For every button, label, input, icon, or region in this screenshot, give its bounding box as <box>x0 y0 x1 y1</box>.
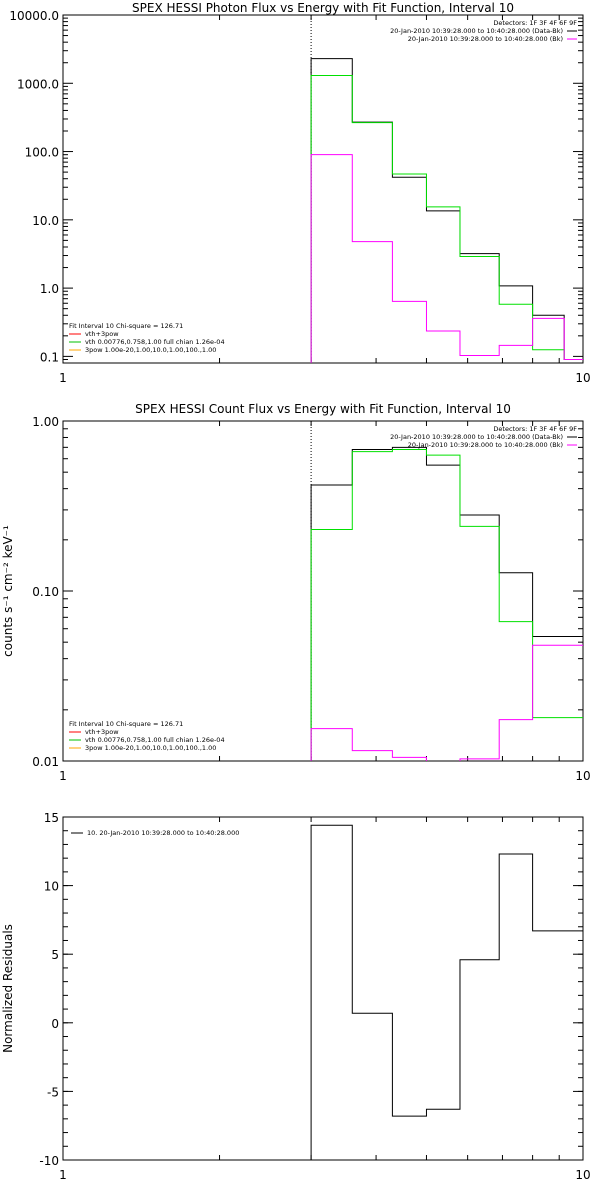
y-axis-label: Normalized Residuals <box>1 924 15 1053</box>
x-tick-label: 1 <box>59 1168 67 1182</box>
plot-frame <box>62 420 584 762</box>
legend-entry: vth+3pow <box>85 330 119 338</box>
legend-header: Detectors: 1F 3F 4F 6F 9F <box>493 19 577 27</box>
y-tick-label: 15 <box>44 811 59 825</box>
legend-entry: 20-Jan-2010 10:39:28.000 to 10:40:28.000… <box>390 433 563 441</box>
y-tick-label: 1.00 <box>32 415 59 429</box>
y-tick-label: 10.0 <box>32 214 59 228</box>
y-tick-label: -10 <box>39 1154 59 1168</box>
chart-title: SPEX HESSI Count Flux vs Energy with Fit… <box>135 402 511 416</box>
legend-entry: vth 0.00776,0.758,1.00 full chian 1.26e-… <box>85 736 225 744</box>
legend-entry: 3pow 1.00e-20,1.00,10.0,1.00,100.,1.00 <box>85 744 216 752</box>
legend-entry: 20-Jan-2010 10:39:28.000 to 10:40:28.000… <box>390 27 563 35</box>
y-tick-label: -5 <box>47 1085 59 1099</box>
y-axis-label: counts s⁻¹ cm⁻² keV⁻¹ <box>1 525 15 657</box>
y-tick-label: 0 <box>51 1017 59 1031</box>
x-tick-label: 1 <box>59 769 67 783</box>
series-line-1 <box>310 448 583 761</box>
chart-title: SPEX HESSI Photon Flux vs Energy with Fi… <box>132 1 514 15</box>
y-tick-label: 0.1 <box>40 350 59 364</box>
x-tick-label: 10 <box>575 371 590 385</box>
y-tick-label: 100.0 <box>25 146 59 160</box>
x-tick-label: 10 <box>575 769 590 783</box>
y-tick-label: 0.10 <box>32 585 59 599</box>
series-line-2 <box>310 644 583 761</box>
legend-entry: 20-Jan-2010 10:39:28.000 to 10:40:28.000… <box>408 441 563 449</box>
x-tick-label: 10 <box>575 1168 590 1182</box>
y-tick-label: 10000.0 <box>9 9 59 23</box>
legend-entry: vth 0.00776,0.758,1.00 full chian 1.26e-… <box>85 338 225 346</box>
series-line-1 <box>310 74 583 363</box>
chart-panel-count: SPEX HESSI Count Flux vs Energy with Fit… <box>1 402 591 783</box>
x-tick-label: 1 <box>59 371 67 385</box>
legend-header: Fit Interval 10 Chi-square = 126.71 <box>69 720 183 728</box>
plot-frame <box>62 14 584 364</box>
y-tick-label: 1.0 <box>40 282 59 296</box>
y-tick-label: 0.01 <box>32 755 59 769</box>
chart-panel-resid: Normalized Residuals 1 10 -10 -5 0 5 10 15 10. 20… <box>1 811 591 1182</box>
series-line-2 <box>310 154 583 363</box>
legend-entry: vth+3pow <box>85 728 119 736</box>
plot-frame <box>62 816 584 1161</box>
series-line-0 <box>310 824 583 1160</box>
legend-entry: 3pow 1.00e-20,1.00,10.0,1.00,100.,1.00 <box>85 346 216 354</box>
legend-entry: 20-Jan-2010 10:39:28.000 to 10:40:28.000… <box>408 35 563 43</box>
legend-entry: 10. 20-Jan-2010 10:39:28.000 to 10:40:28… <box>87 829 239 837</box>
legend-header: Fit Interval 10 Chi-square = 126.71 <box>69 322 183 330</box>
y-tick-label: 10 <box>44 880 59 894</box>
y-tick-label: 5 <box>51 948 59 962</box>
y-tick-label: 1000.0 <box>17 77 59 91</box>
chart-panel-photon: SPEX HESSI Photon Flux vs Energy with Fi… <box>9 1 590 385</box>
legend-header: Detectors: 1F 3F 4F 6F 9F <box>493 425 577 433</box>
